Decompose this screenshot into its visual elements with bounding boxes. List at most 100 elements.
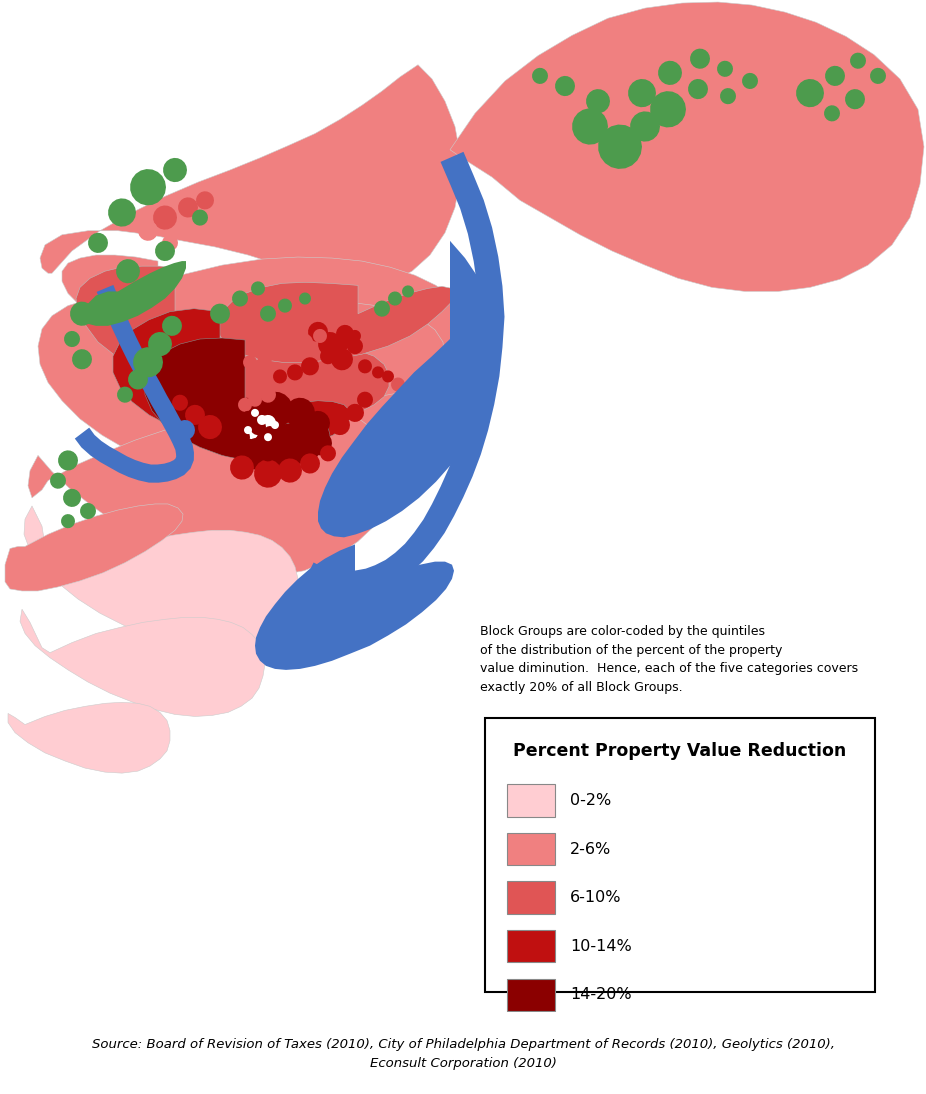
Polygon shape — [349, 330, 361, 342]
Polygon shape — [50, 473, 66, 489]
Polygon shape — [391, 377, 405, 392]
Polygon shape — [257, 415, 267, 424]
Polygon shape — [388, 291, 402, 305]
Polygon shape — [113, 309, 350, 447]
Polygon shape — [572, 108, 608, 144]
Polygon shape — [268, 435, 303, 472]
Polygon shape — [185, 405, 205, 424]
Polygon shape — [335, 337, 349, 351]
FancyBboxPatch shape — [485, 719, 875, 992]
Polygon shape — [255, 459, 282, 488]
Polygon shape — [358, 359, 372, 373]
Polygon shape — [148, 331, 172, 357]
Polygon shape — [244, 426, 252, 434]
Polygon shape — [108, 198, 136, 226]
Polygon shape — [251, 409, 259, 417]
Polygon shape — [64, 331, 80, 347]
Polygon shape — [255, 545, 454, 670]
Polygon shape — [260, 415, 276, 431]
Polygon shape — [382, 371, 394, 383]
Polygon shape — [248, 393, 262, 407]
Polygon shape — [128, 370, 148, 389]
Polygon shape — [20, 609, 265, 717]
Polygon shape — [72, 349, 92, 370]
Polygon shape — [196, 191, 214, 209]
Polygon shape — [172, 395, 188, 411]
Text: 0-2%: 0-2% — [570, 793, 611, 808]
Polygon shape — [307, 411, 330, 435]
Polygon shape — [825, 66, 845, 86]
Polygon shape — [278, 339, 298, 359]
Polygon shape — [299, 292, 311, 304]
Polygon shape — [232, 291, 248, 306]
Polygon shape — [297, 334, 313, 350]
Polygon shape — [402, 286, 414, 298]
Polygon shape — [24, 507, 298, 652]
Polygon shape — [246, 427, 258, 439]
Polygon shape — [198, 415, 222, 439]
Polygon shape — [248, 439, 262, 452]
Polygon shape — [303, 152, 505, 597]
Polygon shape — [264, 433, 272, 441]
Text: 14-20%: 14-20% — [570, 987, 632, 1002]
Polygon shape — [257, 348, 273, 364]
Polygon shape — [240, 430, 280, 470]
Polygon shape — [717, 61, 733, 77]
Polygon shape — [532, 68, 548, 84]
Polygon shape — [285, 398, 315, 428]
Polygon shape — [374, 301, 390, 316]
Polygon shape — [70, 302, 94, 326]
Text: 10-14%: 10-14% — [570, 939, 632, 954]
Polygon shape — [650, 91, 686, 127]
Polygon shape — [313, 329, 327, 344]
Polygon shape — [402, 384, 414, 396]
Polygon shape — [58, 451, 78, 470]
Text: Block Groups are color-coded by the quintiles
of the distribution of the percent: Block Groups are color-coded by the quin… — [480, 626, 858, 694]
Polygon shape — [658, 61, 682, 85]
FancyBboxPatch shape — [507, 978, 555, 1011]
Polygon shape — [5, 504, 183, 591]
Polygon shape — [192, 210, 208, 225]
Polygon shape — [131, 170, 166, 206]
Text: Source: Board of Revision of Taxes (2010), City of Philadelphia Department of Re: Source: Board of Revision of Taxes (2010… — [92, 1037, 834, 1070]
Polygon shape — [257, 392, 293, 428]
Polygon shape — [742, 73, 758, 89]
Polygon shape — [231, 455, 254, 479]
Polygon shape — [40, 65, 460, 286]
Polygon shape — [850, 53, 866, 69]
Polygon shape — [156, 241, 175, 261]
Text: 2-6%: 2-6% — [570, 841, 611, 857]
Polygon shape — [88, 233, 108, 253]
Polygon shape — [62, 255, 444, 398]
FancyBboxPatch shape — [507, 833, 555, 865]
Polygon shape — [63, 489, 81, 507]
Polygon shape — [598, 125, 642, 168]
Polygon shape — [308, 431, 332, 455]
Polygon shape — [260, 386, 276, 403]
FancyBboxPatch shape — [507, 882, 555, 913]
Polygon shape — [273, 370, 287, 384]
Polygon shape — [284, 429, 300, 445]
Polygon shape — [162, 316, 182, 336]
Polygon shape — [555, 75, 575, 96]
Polygon shape — [138, 221, 158, 241]
Polygon shape — [153, 206, 177, 230]
Polygon shape — [308, 322, 328, 342]
Polygon shape — [278, 458, 302, 482]
Polygon shape — [346, 404, 364, 422]
Polygon shape — [271, 421, 279, 429]
Polygon shape — [332, 348, 353, 371]
Polygon shape — [263, 426, 277, 440]
Polygon shape — [450, 2, 924, 291]
FancyBboxPatch shape — [507, 930, 555, 963]
Polygon shape — [336, 325, 354, 344]
Polygon shape — [210, 304, 230, 324]
Polygon shape — [163, 158, 187, 182]
Polygon shape — [870, 68, 886, 84]
Polygon shape — [271, 437, 289, 454]
Polygon shape — [586, 89, 610, 114]
Polygon shape — [242, 411, 254, 423]
Polygon shape — [347, 338, 363, 354]
Polygon shape — [251, 281, 265, 295]
Polygon shape — [845, 89, 865, 109]
